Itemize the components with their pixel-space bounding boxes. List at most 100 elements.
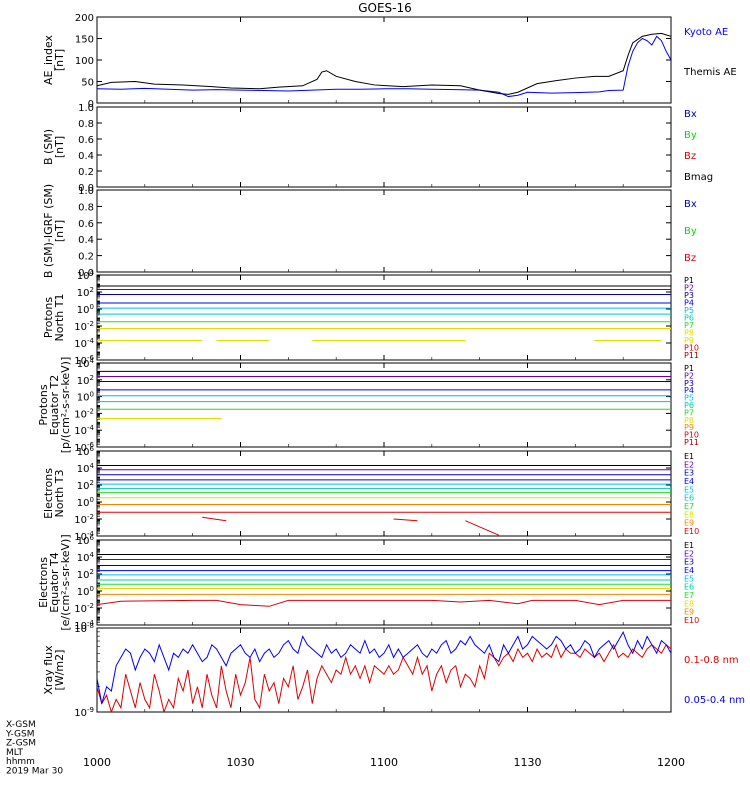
legend-entry: E7: [684, 502, 694, 511]
legend-entry: P7: [684, 408, 694, 417]
x-tick-label: 1000: [83, 756, 111, 769]
legend-entry: P7: [684, 321, 694, 330]
legend-entry: E3: [684, 469, 694, 478]
legend-entry: E8: [684, 510, 694, 519]
legend-entry: E4: [684, 477, 694, 486]
legend-entry: P2: [684, 284, 694, 293]
y-tick-label: 0.8: [78, 119, 94, 130]
series-group: [97, 553, 671, 607]
legend-entry: E2: [684, 460, 694, 469]
legend-entry: P6: [684, 401, 694, 410]
y-tick-label: 104: [77, 462, 95, 475]
legend-entry: P8: [684, 416, 694, 425]
y-tick-label: 100: [77, 303, 94, 316]
legend-entry: Bz: [684, 253, 696, 264]
y-axis-label: B (SM)-IGRF (SM)[nT]: [42, 184, 66, 278]
y-tick-label: 1.0: [78, 103, 94, 114]
legend-entry: E6: [684, 494, 694, 503]
x-row-label: Z-GSM: [6, 739, 36, 749]
series-group: [97, 285, 671, 341]
panel-3: 0.0 0.2 0.4 0.6 0.8 1.0 B (SM)-IGRF (SM)[nT] Bx…: [42, 184, 697, 279]
y-axis-label: ElectronsEquator T4[e/(cm²-s-sr-keV)]: [37, 534, 72, 630]
x-tick-label: 1100: [370, 756, 398, 769]
y-tick-label: 0.6: [78, 135, 94, 146]
y-tick-label: 102: [77, 568, 94, 581]
panel-2: 0.0 0.2 0.4 0.6 0.8 1.0 B (SM)[nT] Bx By Bz Bmag: [42, 103, 713, 194]
legend-entry: E1: [684, 452, 694, 461]
y-tick-label: 100: [77, 496, 94, 509]
panels: 0 50 100 150 200 AE_index[nT] Kyoto AE Themis A…: [37, 13, 745, 719]
y-tick-label: 10-2: [74, 602, 94, 615]
x-row-label: 2019 Mar 30: [6, 767, 63, 777]
legend-entry: P9: [684, 336, 694, 345]
legend-entry: E10: [684, 527, 699, 536]
y-tick-label: 0.0: [78, 268, 94, 279]
y-tick-label: 0.4: [78, 151, 94, 162]
y-tick-label: 10-2: [74, 513, 94, 526]
legend-entry: Bz: [684, 151, 696, 162]
panel-frame: [96, 362, 672, 448]
panel-frame: [96, 274, 672, 361]
series-line: [97, 643, 671, 712]
y-tick-label: 0: [88, 99, 94, 110]
x-row-label: hhmm: [6, 757, 35, 767]
series-group: [97, 370, 671, 419]
y-tick-label: 0.4: [78, 235, 94, 246]
y-tick-label: 104: [77, 551, 95, 564]
legend-entry: P4: [684, 386, 694, 395]
x-tick-label: 1130: [514, 756, 542, 769]
legend-entry: P5: [684, 306, 694, 315]
y-tick-label: 106: [77, 445, 95, 458]
series-line: [97, 32, 671, 95]
legend-entry: 0.1-0.8 nm: [684, 655, 739, 666]
y-tick-label: 150: [75, 35, 94, 46]
series-line: [97, 631, 671, 704]
panel-frame: [96, 450, 672, 537]
legend-entry: By: [684, 130, 697, 141]
series-line: [465, 520, 499, 536]
y-tick-label: 200: [75, 13, 94, 24]
legend-entry: P10: [684, 431, 699, 440]
y-tick-label: 50: [81, 78, 94, 89]
panel-frame: [96, 106, 672, 188]
x-tick-label: 1200: [657, 756, 685, 769]
legend-entry: P6: [684, 314, 694, 323]
y-tick-label: 102: [77, 374, 94, 387]
legend-entry: P1: [684, 364, 694, 373]
legend-entry: E5: [684, 485, 694, 494]
series-line: [97, 599, 671, 607]
time-axis: 1000 1030 1100 1130 1200 X-GSMY-GSMZ-GSMMLThh…: [5, 720, 685, 777]
y-tick-label: 100: [77, 585, 94, 598]
y-tick-label: 10-4: [74, 337, 94, 350]
legend-entry: Themis AE: [683, 67, 737, 78]
y-tick-label: 100: [75, 56, 94, 67]
legend-entry: P2: [684, 371, 694, 380]
legend-entry: P10: [684, 344, 699, 353]
legend-entry: P8: [684, 329, 694, 338]
series-group: [97, 464, 671, 536]
y-axis-label: ProtonsNorth T1: [42, 294, 66, 342]
x-row-label: X-GSM: [6, 720, 36, 730]
series-line: [202, 516, 227, 522]
y-tick-label: 10-9: [74, 706, 94, 719]
legend-entry: Bx: [684, 199, 697, 210]
legend-entry: E9: [684, 519, 694, 528]
legend-entry: E5: [684, 574, 694, 583]
legend-entry: By: [684, 226, 697, 237]
legend-entry: P3: [684, 291, 694, 300]
y-axis-label: ElectronsNorth T3: [42, 468, 66, 519]
legend-entry: P11: [684, 351, 699, 360]
panel-frame: [96, 189, 672, 273]
legend-entry: P11: [684, 438, 699, 447]
y-tick-label: 0.0: [78, 183, 94, 194]
y-axis-label: ProtonsEquator T2[p/(cm²-s-sr-keV)]: [37, 357, 72, 454]
y-axis-label: AE_index[nT]: [42, 34, 66, 85]
legend-entry: E10: [684, 616, 699, 625]
legend-entry: P9: [684, 423, 694, 432]
legend-entry: Kyoto AE: [684, 27, 728, 38]
y-tick-label: 0.2: [78, 167, 94, 178]
legend-entry: E4: [684, 566, 694, 575]
legend-entry: E2: [684, 549, 694, 558]
